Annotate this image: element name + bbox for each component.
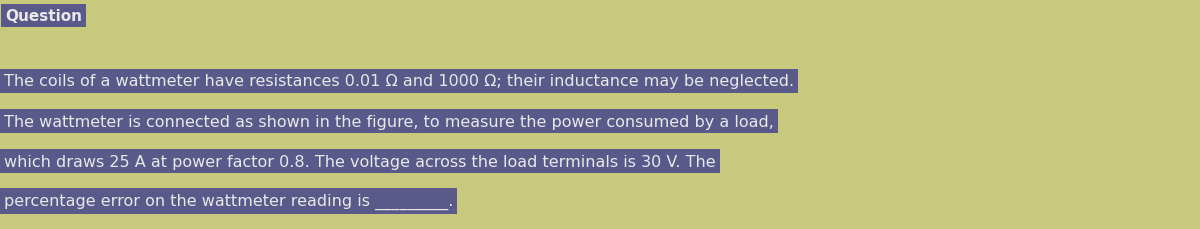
Text: The wattmeter is connected as shown in the figure, to measure the power consumed: The wattmeter is connected as shown in t… <box>4 114 774 129</box>
Text: which draws 25 A at power factor 0.8. The voltage across the load terminals is 3: which draws 25 A at power factor 0.8. Th… <box>4 154 715 169</box>
Text: The coils of a wattmeter have resistances 0.01 Ω and 1000 Ω; their inductance ma: The coils of a wattmeter have resistance… <box>4 74 793 89</box>
Text: Question: Question <box>5 9 82 24</box>
Text: percentage error on the wattmeter reading is _________.: percentage error on the wattmeter readin… <box>4 193 452 209</box>
